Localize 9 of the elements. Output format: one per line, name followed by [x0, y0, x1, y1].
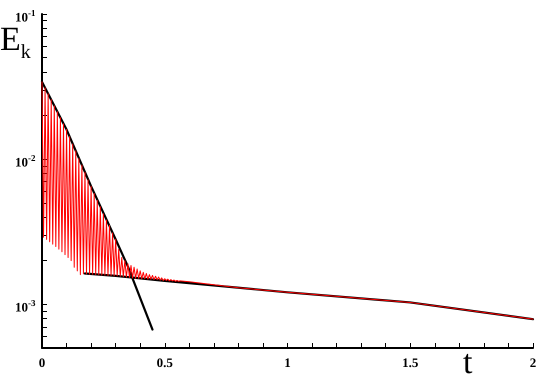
x-axis-title: t	[463, 344, 472, 381]
line-series	[42, 81, 534, 320]
y-tick-label: 10$^{-2}$	[15, 152, 36, 170]
x-tick-label: 1	[284, 355, 291, 370]
y-tick-label: 10$^{-3}$	[15, 297, 36, 315]
x-tick-label: 0.5	[156, 355, 174, 370]
x-tick-label: 1.5	[402, 355, 419, 370]
x-tick-label: 0	[38, 355, 46, 370]
x-tick-label: 2	[530, 355, 536, 370]
